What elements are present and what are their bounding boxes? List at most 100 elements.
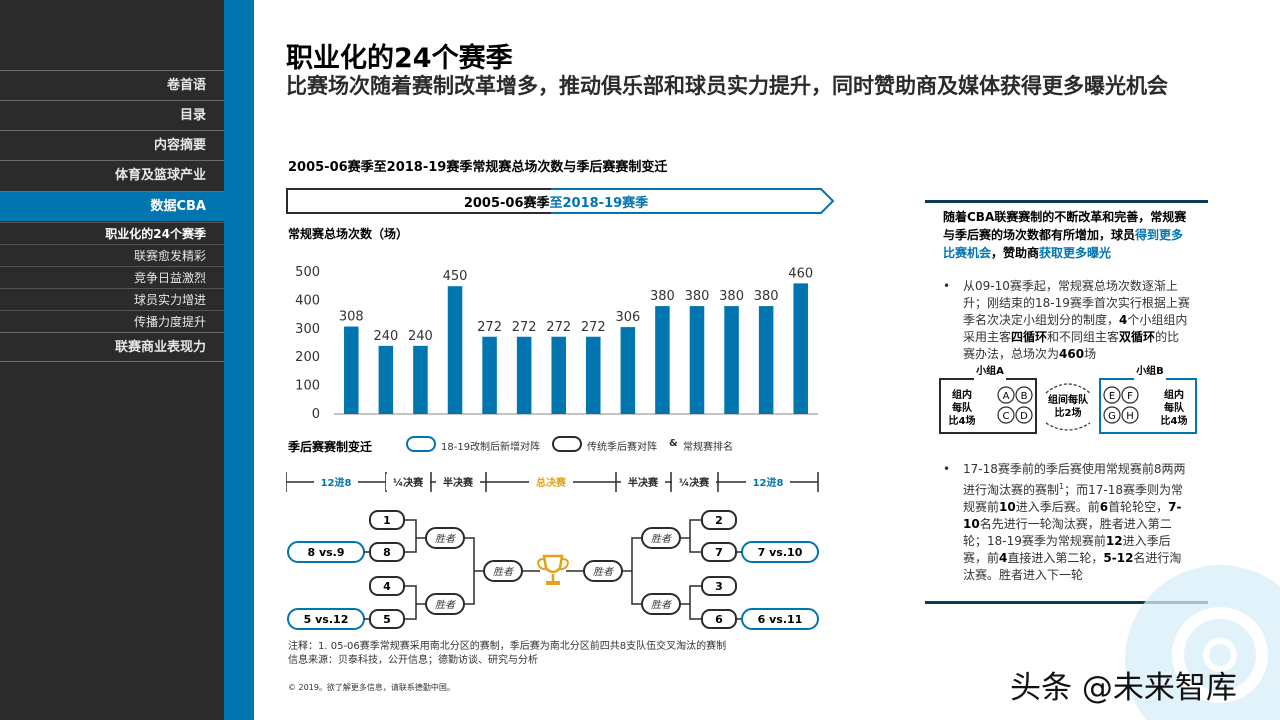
y-tick-label: 500: [295, 265, 320, 280]
bar-chart: 0 100 200 300 400 500 308 240 240 450 272 272 272 272…: [295, 265, 818, 422]
new-matchup-label: 7 vs.10: [758, 546, 803, 559]
new-matchup-box: [741, 608, 819, 630]
bar-value-label: 450: [443, 269, 468, 284]
team-circle: [997, 386, 1015, 404]
season-range: 2005-06赛季至2018-19赛季: [286, 192, 826, 211]
nav-item-sports-industry[interactable]: 体育及篮球产业: [0, 160, 224, 190]
nav-item-commercial[interactable]: 联赛商业表现力: [0, 332, 224, 362]
winner-label: 胜者: [651, 533, 672, 545]
bar: [724, 306, 739, 414]
nav-item-data-cba[interactable]: 数据CBA: [0, 191, 224, 221]
nav-subitem-media[interactable]: 传播力度提升: [0, 310, 224, 332]
inter-arrow-top: [1045, 383, 1091, 394]
legend-new-text: 18-19改制后新增对阵: [441, 442, 541, 453]
team-label: A: [1003, 391, 1010, 402]
bar-value-label: 240: [408, 329, 433, 344]
seed-label: 4: [383, 580, 391, 593]
seed-label: 7: [715, 546, 723, 559]
bar-value-label: 272: [477, 320, 502, 335]
watermark: 头条 @未来智库: [1010, 670, 1237, 706]
seed-label: 1: [383, 514, 391, 527]
sidebar: 卷首语 目录 内容摘要 体育及篮球产业 数据CBA 职业化的24个赛季 联赛愈发…: [0, 0, 224, 720]
new-matchup-box: [741, 541, 819, 563]
bar-value-label: 272: [581, 320, 606, 335]
nav-item-contents[interactable]: 目录: [0, 100, 224, 130]
inter-line-1: 组间每队: [1048, 393, 1089, 406]
nav-item-summary[interactable]: 内容摘要: [0, 130, 224, 160]
bar: [655, 306, 670, 414]
winner-label: 胜者: [435, 599, 456, 611]
team-circle: [1015, 386, 1033, 404]
footnote: 注释：1. 05-06赛季常规赛采用南北分区的赛制，季后赛为南北分区前四共8支队…: [288, 640, 726, 668]
round-label: 12进8: [753, 476, 784, 489]
round-label: 12进8: [321, 476, 352, 489]
bullet-1: • 从09-10赛季起，常规赛总场次数逐渐上升；刚结束的18-19赛季首次实行根…: [943, 279, 1190, 361]
nav-subitem-24-seasons[interactable]: 职业化的24个赛季: [0, 222, 224, 244]
legend-amp: &: [669, 438, 678, 449]
winner-label: 胜者: [435, 533, 456, 545]
season-to: 至2018-19赛季: [549, 196, 649, 211]
group-diagram: 小组A 小组B 组内 每队 比4场 组内 每队 比4场 组间每队 比2场 A BC…: [939, 365, 1197, 434]
bar-value-label: 380: [650, 289, 675, 304]
bar: [516, 336, 532, 414]
seed-label: 3: [715, 580, 723, 593]
seed-box: [701, 576, 737, 596]
new-matchup-label: 6 vs.11: [758, 613, 803, 626]
bar: [620, 327, 636, 414]
bar-value-label: 306: [615, 310, 640, 325]
season-from: 2005-06赛季: [463, 196, 550, 211]
panel-rule-bottom: [925, 601, 1208, 604]
page-subtitle: 比赛场次随着赛制改革增多，推动俱乐部和球员实力提升，同时赞助商及媒体获得更多曝光…: [286, 74, 1168, 98]
team-label: E: [1109, 391, 1115, 402]
team-label: G: [1108, 411, 1116, 422]
legend-new-swatch: [406, 436, 436, 452]
bar: [344, 326, 359, 414]
bar-value-label: 460: [788, 266, 813, 281]
bar: [586, 336, 601, 414]
intra-a-line-3: 比4场: [949, 414, 976, 427]
bar: [689, 306, 705, 414]
legend-old-swatch: [552, 436, 582, 452]
winner-label: 胜者: [493, 566, 514, 578]
y-tick-label: 300: [295, 322, 320, 337]
team-label: F: [1127, 391, 1133, 402]
bar-value-label: 380: [719, 289, 744, 304]
panel-headline: 随着CBA联赛赛制的不断改革和完善，常规赛与季后赛的场次数都有所增加，球员得到更…: [943, 208, 1193, 262]
round-label: 半决赛: [628, 476, 659, 489]
nav-subitem-competition[interactable]: 竞争日益激烈: [0, 266, 224, 288]
intra-b-line-1: 组内: [1164, 388, 1184, 401]
team-label: D: [1020, 411, 1028, 422]
bar-value-label: 380: [754, 289, 779, 304]
bar: [551, 336, 566, 414]
accent-stripe: [224, 0, 254, 720]
round-label: 半决赛: [443, 476, 474, 489]
bar-value-label: 240: [373, 329, 398, 344]
bar-value-label: 380: [685, 289, 710, 304]
headline-highlight-1: 得到更多比赛机会: [943, 228, 1184, 260]
bar-value-label: 272: [512, 320, 537, 335]
intra-a-line-1: 组内: [952, 388, 972, 401]
y-tick-label: 0: [312, 407, 320, 422]
nav-subitem-exciting[interactable]: 联赛愈发精彩: [0, 244, 224, 266]
nav-subitem-player-strength[interactable]: 球员实力增进: [0, 288, 224, 310]
team-circle: [997, 406, 1015, 424]
headline-part-1: 随着CBA联赛赛制的不断改革和完善，常规赛与季后赛的场次数都有所增加，球员: [943, 210, 1187, 242]
bullet-dot: •: [943, 462, 951, 476]
new-matchup-label: 8 vs.9: [307, 546, 344, 559]
bar: [793, 283, 808, 414]
y-tick-label: 400: [295, 293, 320, 308]
group-a-label: 小组A: [975, 365, 1004, 377]
footnote-line-1: 注释：1. 05-06赛季常规赛采用南北分区的赛制，季后赛为南北分区前四共8支队…: [288, 641, 727, 652]
bar: [447, 286, 463, 414]
seed-label: 5: [383, 613, 391, 626]
seed-box: [701, 510, 737, 530]
panel-rule-top: [925, 200, 1208, 203]
round-label: ¼决赛: [679, 476, 710, 489]
team-circle: [1015, 406, 1033, 424]
bar: [758, 306, 774, 414]
bar-chart-label: 常规赛总场次数（场）: [288, 227, 409, 241]
page-title: 职业化的24个赛季: [286, 43, 513, 74]
nav-item-preface[interactable]: 卷首语: [0, 70, 224, 100]
winner-label: 胜者: [651, 599, 672, 611]
seed-label: 6: [715, 613, 723, 626]
